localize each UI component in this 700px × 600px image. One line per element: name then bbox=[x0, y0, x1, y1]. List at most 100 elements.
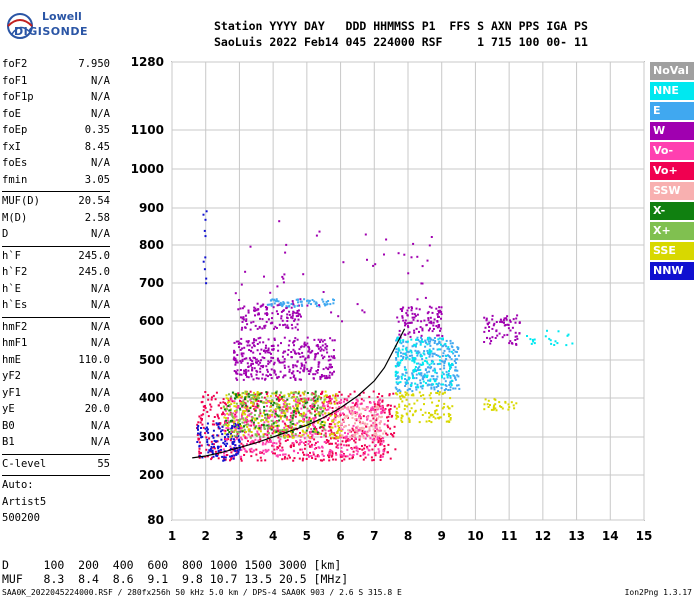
echo-point bbox=[416, 319, 419, 322]
echo-point bbox=[484, 398, 487, 401]
echo-point bbox=[276, 446, 279, 449]
echo-point bbox=[438, 324, 441, 327]
echo-point bbox=[231, 419, 234, 422]
echo-point bbox=[200, 419, 203, 422]
echo-point bbox=[288, 310, 291, 313]
echo-point bbox=[336, 402, 339, 405]
echo-point bbox=[455, 351, 458, 353]
echo-point bbox=[247, 429, 250, 432]
echo-point bbox=[370, 456, 373, 459]
echo-point bbox=[270, 352, 272, 355]
echo-point bbox=[386, 416, 388, 419]
echo-point bbox=[247, 395, 250, 398]
echo-point bbox=[228, 400, 231, 403]
echo-point bbox=[403, 366, 406, 369]
echo-point bbox=[317, 345, 320, 348]
echo-point bbox=[371, 459, 374, 462]
echo-point bbox=[356, 447, 359, 450]
echo-point bbox=[381, 399, 384, 402]
echo-point bbox=[299, 356, 302, 359]
echo-point bbox=[367, 415, 370, 418]
echo-point bbox=[334, 395, 337, 398]
echo-point bbox=[354, 437, 357, 440]
echo-point bbox=[342, 436, 345, 439]
echo-point bbox=[208, 444, 211, 447]
echo-point bbox=[353, 439, 356, 442]
echo-point bbox=[442, 392, 445, 395]
echo-point bbox=[335, 432, 338, 434]
echo-point bbox=[304, 357, 307, 360]
echo-point bbox=[207, 415, 210, 418]
echo-point bbox=[450, 379, 453, 382]
echo-point bbox=[376, 403, 379, 406]
echo-point bbox=[245, 407, 247, 410]
echo-point bbox=[259, 352, 262, 355]
echo-point bbox=[284, 414, 287, 417]
echo-point bbox=[300, 362, 303, 365]
echo-point bbox=[379, 442, 382, 445]
echo-point bbox=[438, 311, 440, 314]
echo-point bbox=[257, 439, 260, 442]
echo-point bbox=[435, 391, 438, 394]
echo-point bbox=[296, 323, 299, 326]
echo-point bbox=[306, 423, 309, 425]
echo-point bbox=[244, 392, 247, 395]
echo-point bbox=[424, 360, 427, 362]
echo-point bbox=[358, 429, 361, 432]
echo-point bbox=[378, 422, 381, 425]
echo-point bbox=[297, 309, 300, 312]
param-value: N/A bbox=[91, 91, 110, 103]
echo-point bbox=[206, 443, 209, 446]
echo-point bbox=[296, 328, 299, 331]
echo-point bbox=[273, 327, 275, 330]
echo-point bbox=[371, 434, 374, 437]
echo-point bbox=[241, 326, 244, 329]
echo-point bbox=[382, 437, 385, 440]
param-label: foEs bbox=[2, 157, 28, 169]
echo-point bbox=[291, 302, 294, 305]
echo-point bbox=[229, 436, 232, 439]
echo-point bbox=[491, 318, 494, 321]
echo-point bbox=[396, 338, 398, 341]
echo-point bbox=[333, 423, 336, 426]
echo-point bbox=[247, 420, 250, 423]
echo-point bbox=[292, 459, 295, 462]
echo-point bbox=[313, 444, 316, 446]
echo-point bbox=[270, 425, 273, 427]
echo-point bbox=[294, 326, 297, 329]
echo-point bbox=[272, 423, 275, 426]
echo-point bbox=[378, 434, 381, 437]
echo-point bbox=[240, 449, 243, 451]
echo-point bbox=[321, 421, 324, 423]
echo-point bbox=[296, 311, 299, 314]
echo-point bbox=[360, 428, 363, 430]
echo-point bbox=[424, 340, 427, 343]
echo-point bbox=[457, 384, 460, 387]
echo-point bbox=[374, 263, 377, 266]
echo-point bbox=[226, 401, 229, 404]
echo-point bbox=[211, 446, 214, 449]
echo-point bbox=[277, 406, 279, 409]
echo-point bbox=[345, 435, 348, 438]
param-label: B0 bbox=[2, 419, 15, 432]
echo-point bbox=[307, 397, 310, 400]
echo-point bbox=[431, 413, 434, 416]
echo-point bbox=[245, 375, 248, 378]
echo-point bbox=[298, 313, 301, 316]
echo-point bbox=[233, 425, 236, 428]
echo-point bbox=[320, 412, 323, 415]
echo-point bbox=[408, 387, 411, 390]
echo-point bbox=[266, 427, 269, 430]
echo-point bbox=[423, 319, 426, 322]
echo-point bbox=[329, 442, 332, 445]
echo-point bbox=[263, 349, 266, 352]
echo-point bbox=[230, 427, 233, 429]
echo-point bbox=[246, 416, 249, 419]
echo-point bbox=[298, 399, 301, 402]
echo-point bbox=[430, 320, 433, 323]
echo-point bbox=[373, 415, 376, 418]
echo-point bbox=[294, 408, 297, 411]
echo-point bbox=[286, 301, 289, 304]
echo-point bbox=[370, 408, 373, 411]
echo-point bbox=[233, 446, 236, 449]
